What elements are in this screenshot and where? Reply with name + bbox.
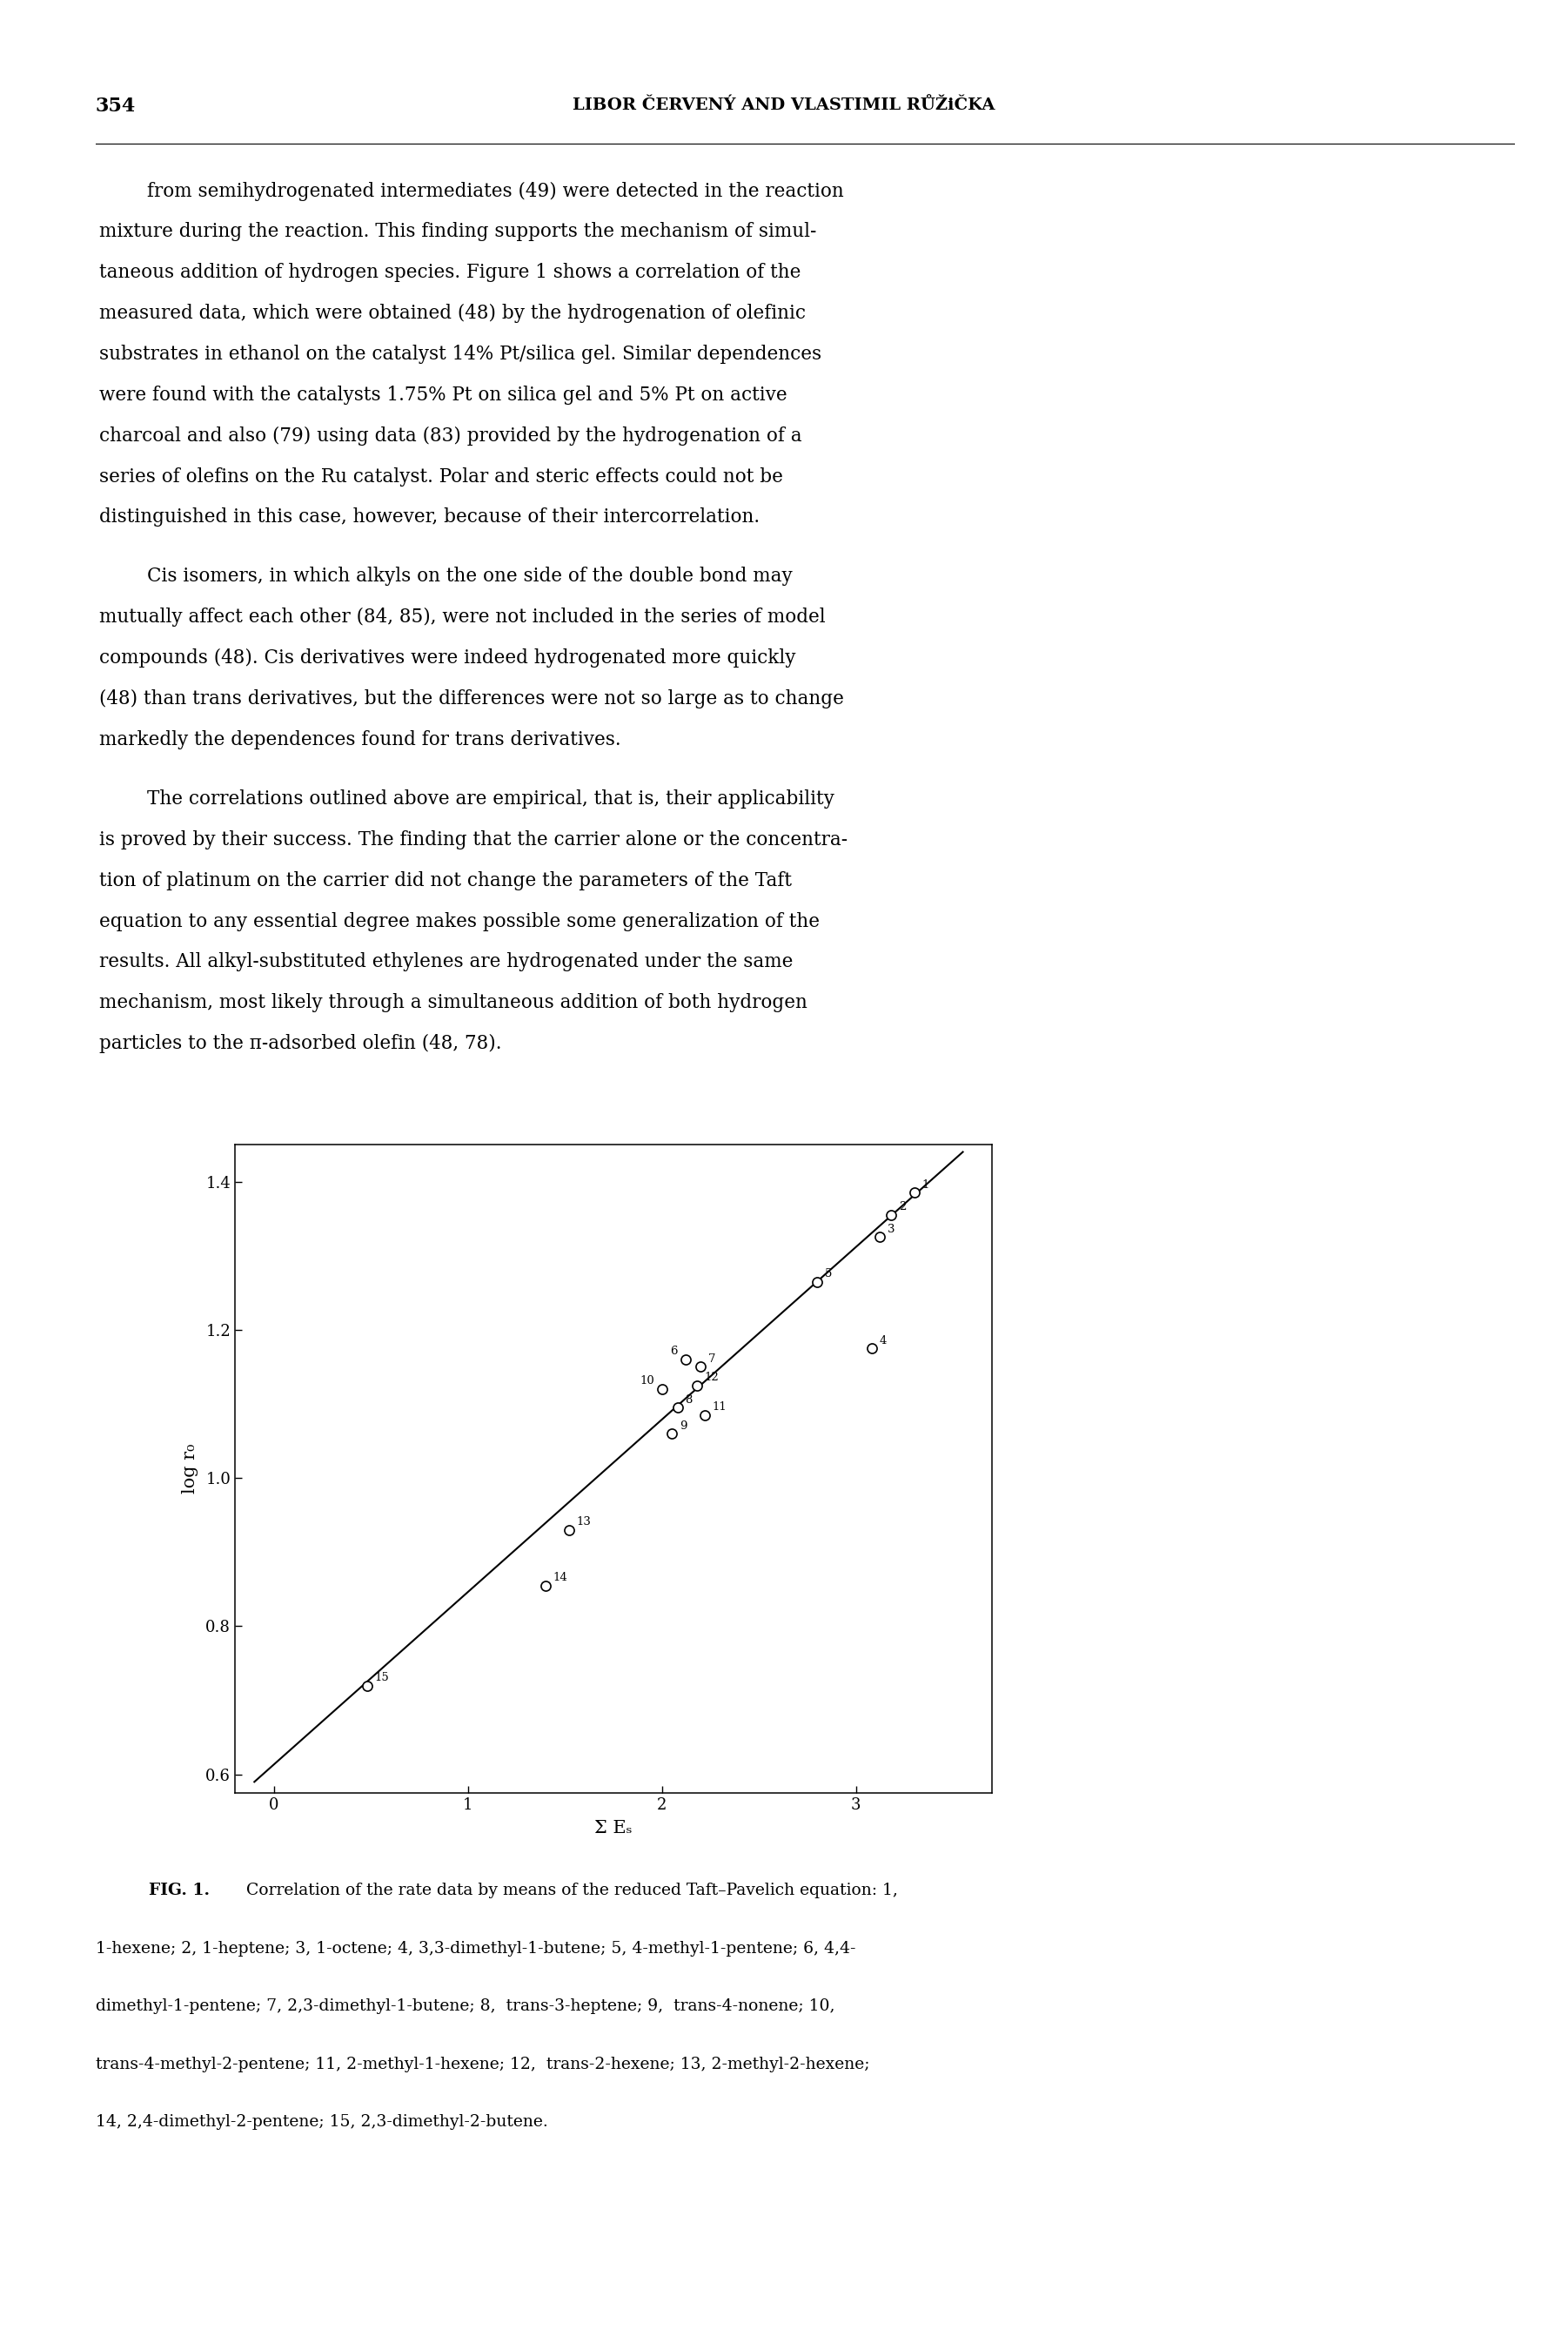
Text: The correlations outlined above are empirical, that is, their applicability: The correlations outlined above are empi… [147,790,834,808]
Text: 14, 2,4-dimethyl-2-pentene; 15, 2,3-dimethyl-2-butene.: 14, 2,4-dimethyl-2-pentene; 15, 2,3-dime… [96,2115,547,2129]
Text: trans-4-methyl-2-pentene; 11, 2-methyl-1-hexene; 12,  trans-2-hexene; 13, 2-meth: trans-4-methyl-2-pentene; 11, 2-methyl-1… [96,2056,870,2073]
Text: 11: 11 [712,1401,728,1412]
Text: (48) than trans derivatives, but the differences were not so large as to change: (48) than trans derivatives, but the dif… [99,689,844,710]
Text: LIBOR ČERVENÝ AND VLASTIMIL RŮŽiČKA: LIBOR ČERVENÝ AND VLASTIMIL RŮŽiČKA [572,99,996,113]
Text: 5: 5 [825,1269,833,1278]
Text: 1: 1 [922,1180,930,1191]
Text: series of olefins on the Ru catalyst. Polar and steric effects could not be: series of olefins on the Ru catalyst. Po… [99,468,782,486]
Text: 15: 15 [375,1671,389,1683]
Text: is proved by their success. The finding that the carrier alone or the concentra-: is proved by their success. The finding … [99,830,847,848]
Text: dimethyl-1-pentene; 7, 2,3-dimethyl-1-butene; 8,  trans-3-heptene; 9,  trans-4-n: dimethyl-1-pentene; 7, 2,3-dimethyl-1-bu… [96,1998,834,2014]
Text: 2: 2 [898,1201,906,1213]
Text: compounds (48). Cis derivatives were indeed hydrogenated more quickly: compounds (48). Cis derivatives were ind… [99,649,795,667]
Text: 9: 9 [679,1419,687,1431]
Text: 10: 10 [640,1375,654,1386]
Text: distinguished in this case, however, because of their intercorrelation.: distinguished in this case, however, bec… [99,508,759,526]
Text: 6: 6 [670,1347,677,1358]
Text: equation to any essential degree makes possible some generalization of the: equation to any essential degree makes p… [99,912,818,931]
Text: tion of platinum on the carrier did not change the parameters of the Taft: tion of platinum on the carrier did not … [99,872,792,891]
Text: charcoal and also (79) using data (83) provided by the hydrogenation of a: charcoal and also (79) using data (83) p… [99,425,801,446]
Text: results. All alkyl-substituted ethylenes are hydrogenated under the same: results. All alkyl-substituted ethylenes… [99,952,792,971]
Text: 8: 8 [685,1394,693,1405]
Text: 1-hexene; 2, 1-heptene; 3, 1-octene; 4, 3,3-dimethyl-1-butene; 5, 4-methyl-1-pen: 1-hexene; 2, 1-heptene; 3, 1-octene; 4, … [96,1941,856,1958]
Text: mechanism, most likely through a simultaneous addition of both hydrogen: mechanism, most likely through a simulta… [99,994,808,1013]
Text: 12: 12 [704,1372,720,1384]
Text: measured data, which were obtained (48) by the hydrogenation of olefinic: measured data, which were obtained (48) … [99,303,806,322]
Text: taneous addition of hydrogen species. Figure 1 shows a correlation of the: taneous addition of hydrogen species. Fi… [99,263,800,282]
Text: 3: 3 [887,1224,894,1236]
Y-axis label: log r₀: log r₀ [182,1443,198,1495]
Text: 14: 14 [554,1572,568,1584]
Text: 13: 13 [577,1516,591,1528]
Text: from semihydrogenated intermediates (49) were detected in the reaction: from semihydrogenated intermediates (49)… [147,181,844,200]
Text: FIG. 1.: FIG. 1. [149,1882,210,1899]
Text: mutually affect each other (84, 85), were not included in the series of model: mutually affect each other (84, 85), wer… [99,609,825,627]
X-axis label: Σ Eₛ: Σ Eₛ [594,1821,632,1838]
Text: mixture during the reaction. This finding supports the mechanism of simul-: mixture during the reaction. This findin… [99,223,815,242]
Text: 7: 7 [709,1354,717,1365]
Text: were found with the catalysts 1.75% Pt on silica gel and 5% Pt on active: were found with the catalysts 1.75% Pt o… [99,385,787,404]
Text: 4: 4 [880,1335,886,1347]
Text: 354: 354 [96,96,136,115]
Text: particles to the π-adsorbed olefin (48, 78).: particles to the π-adsorbed olefin (48, … [99,1034,502,1053]
Text: Cis isomers, in which alkyls on the one side of the double bond may: Cis isomers, in which alkyls on the one … [147,566,793,585]
Text: Correlation of the rate data by means of the reduced Taft–Pavelich equation: 1,: Correlation of the rate data by means of… [230,1882,898,1899]
Text: substrates in ethanol on the catalyst 14% Pt/silica gel. Similar dependences: substrates in ethanol on the catalyst 14… [99,345,822,364]
Text: markedly the dependences found for trans derivatives.: markedly the dependences found for trans… [99,731,621,750]
